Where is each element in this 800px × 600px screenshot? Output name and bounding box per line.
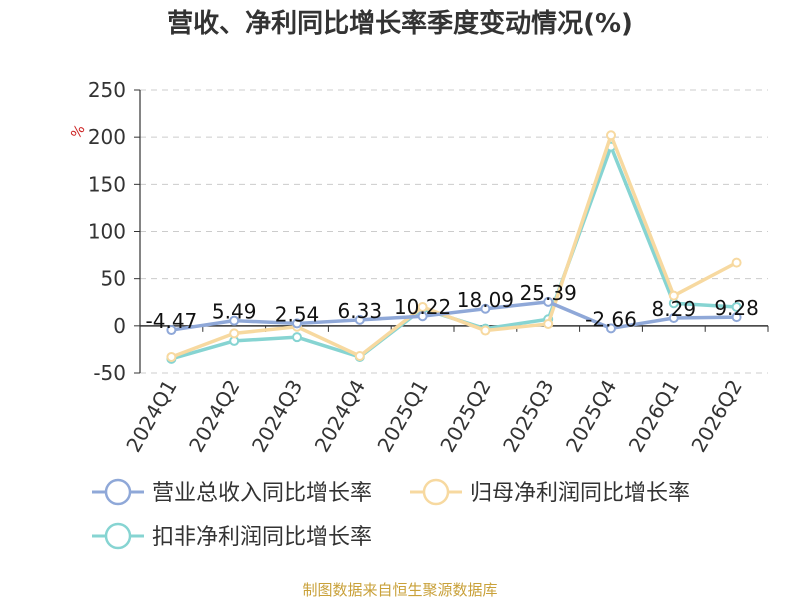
series-point (731, 312, 742, 323)
grid (140, 89, 768, 374)
y-tick-label: 0 (113, 314, 126, 338)
chart-title: 营收、净利同比增长率季度变动情况(%) (167, 8, 633, 39)
legend-marker (104, 478, 132, 506)
series-point (354, 314, 365, 325)
source-note: 制图数据来自恒生聚源数据库 (302, 581, 497, 599)
data-labels: -4.47 5.49 2.54 6.33 10.22 18.09 25.39 -2.66 8.2… (146, 281, 759, 333)
data-label: 18.09 (457, 288, 514, 312)
series-point (229, 315, 240, 326)
legend-marker (104, 522, 132, 550)
legend-label: 营业总收入同比增长率 (152, 481, 372, 506)
y-tick-label: 150 (88, 172, 126, 196)
series-point (292, 318, 302, 329)
series-point (166, 325, 177, 336)
x-tick-label: 2024Q4 (310, 376, 370, 457)
x-tick-label: 2025Q3 (498, 376, 558, 457)
series-point (354, 351, 365, 362)
y-tick-label: 100 (88, 220, 126, 244)
series-point (606, 323, 616, 334)
x-tick-label: 2026Q2 (686, 376, 746, 457)
series-point (292, 332, 302, 343)
x-tick-label: 2024Q1 (121, 376, 181, 457)
y-tick-label: 200 (88, 125, 126, 149)
y-tick-label: -50 (93, 361, 126, 385)
series-point (543, 296, 554, 307)
data-label: 2.54 (275, 302, 320, 326)
series-point (417, 311, 428, 322)
series-point (543, 318, 554, 329)
series-point (668, 313, 679, 324)
data-label: -4.47 (146, 309, 198, 333)
series-point (668, 290, 679, 301)
legend-label: 扣非净利润同比增长率 (152, 525, 372, 550)
x-tick-label: 2025Q4 (561, 376, 621, 457)
data-label: 5.49 (212, 300, 257, 324)
data-label: -2.66 (585, 307, 637, 331)
series-line (171, 300, 737, 332)
series-point (480, 303, 491, 314)
series-point (417, 301, 428, 312)
x-tick-label: 2024Q3 (247, 376, 307, 457)
x-tick-label: 2026Q1 (624, 376, 684, 457)
x-tick-label: 2025Q2 (435, 376, 495, 457)
y-tick-label: 50 (101, 267, 126, 291)
data-label: 9.28 (714, 296, 759, 320)
series-point (606, 130, 616, 141)
y-unit-label: % (68, 122, 89, 142)
x-tick-label: 2024Q2 (184, 376, 244, 457)
series-point (480, 325, 491, 336)
x-tick-label: 2025Q1 (372, 376, 432, 457)
data-label: 25.39 (520, 281, 577, 305)
legend-label: 归母净利润同比增长率 (470, 481, 690, 506)
y-tick-label: 250 (88, 78, 126, 102)
data-label: 8.29 (652, 297, 697, 321)
series-line (170, 133, 738, 359)
series-point (731, 257, 742, 268)
axes: -50 0 50 100 150 200 250 2024Q1 2024Q2 2024Q3 2024… (88, 78, 769, 457)
series-point (166, 351, 177, 362)
legend-marker (422, 478, 450, 506)
data-label: 6.33 (338, 299, 383, 323)
series-group (166, 130, 742, 364)
series-point (731, 301, 742, 312)
data-label: 10.22 (394, 295, 451, 319)
series-point (229, 328, 240, 339)
